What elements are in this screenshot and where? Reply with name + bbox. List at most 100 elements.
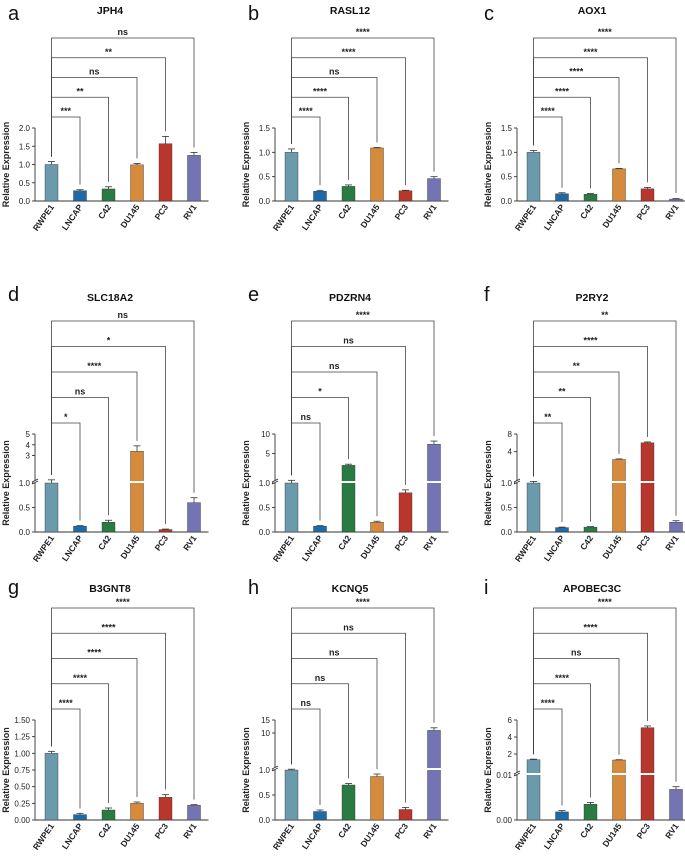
bar-lncap xyxy=(73,814,87,821)
category-label: RWPE1 xyxy=(513,533,539,564)
y-tick-label: 0.00 xyxy=(496,816,512,825)
category-label: C42 xyxy=(336,821,353,840)
significance-label: **** xyxy=(116,597,131,607)
category-label: DU145 xyxy=(118,533,142,561)
y-tick-label: 1.25 xyxy=(14,733,30,742)
y-tick-label: 0.5 xyxy=(19,179,31,188)
significance-label: ** xyxy=(76,86,84,96)
significance-label: ns xyxy=(343,622,354,632)
category-label: RWPE1 xyxy=(513,202,539,233)
bar-lncap xyxy=(555,527,569,533)
panel-letter: f xyxy=(484,284,490,306)
category-label: C42 xyxy=(96,533,113,552)
bar-du145 xyxy=(130,164,144,202)
category-label: DU145 xyxy=(358,202,382,230)
category-label: DU145 xyxy=(358,533,382,561)
y-axis-label: Relative Expression xyxy=(241,727,251,813)
significance-label: **** xyxy=(598,597,613,607)
significance-bracket xyxy=(533,37,677,193)
significance-label: **** xyxy=(555,673,570,683)
category-label: DU145 xyxy=(600,202,624,230)
significance-bracket xyxy=(51,320,195,493)
y-tick-label: 6 xyxy=(508,716,513,725)
significance-label: **** xyxy=(541,106,556,116)
significance-bracket xyxy=(291,320,435,476)
bar-rv1 xyxy=(669,789,683,821)
category-label: RV1 xyxy=(421,821,439,840)
axis-break-mark xyxy=(271,767,279,772)
category-label: RWPE1 xyxy=(31,821,57,852)
significance-bracket xyxy=(51,607,195,800)
chart-title: KCNQ5 xyxy=(332,583,369,595)
y-axis-label: Relative Expression xyxy=(483,440,493,526)
category-label: RWPE1 xyxy=(271,533,297,564)
panel-letter: b xyxy=(248,3,259,25)
chart-title: B3GNT8 xyxy=(89,583,131,595)
y-axis-label: Relative Expression xyxy=(241,440,251,526)
bar-rv1 xyxy=(427,443,441,533)
significance-label: ns xyxy=(315,673,326,683)
chart-title: JPH4 xyxy=(97,5,123,17)
y-tick-label: 1.00 xyxy=(14,749,30,758)
category-label: RWPE1 xyxy=(271,821,297,852)
category-label: PC3 xyxy=(392,202,410,222)
panel-d: d SLC18A2 Relative Expression 0.0 0.5 1.0 3 4 5 R… xyxy=(1,284,209,564)
category-label: C42 xyxy=(578,533,595,552)
bar-rwpe1 xyxy=(284,482,299,533)
bar-lncap xyxy=(73,190,87,202)
bar-break-gap xyxy=(426,481,442,483)
chart-title: RASL12 xyxy=(330,5,370,17)
bar-c42 xyxy=(341,186,356,202)
axis-break-mark xyxy=(513,772,521,777)
y-tick-label: 0.0 xyxy=(19,528,31,537)
bar-c42 xyxy=(341,465,356,533)
bar-rwpe1 xyxy=(284,769,299,821)
chart-title: APOBEC3C xyxy=(563,583,622,595)
significance-label: ns xyxy=(329,648,340,658)
y-tick-label: 0.01 xyxy=(496,771,512,780)
y-tick-label: 0.0 xyxy=(259,197,271,206)
bar-rv1 xyxy=(427,178,441,202)
bar-break-gap xyxy=(341,481,356,483)
bar-rwpe1 xyxy=(44,753,59,821)
y-tick-label: 10 xyxy=(261,729,270,738)
y-tick-label: 4 xyxy=(508,733,513,742)
category-label: C42 xyxy=(336,533,353,552)
bar-lncap xyxy=(313,811,327,821)
bar-c42 xyxy=(583,193,598,202)
category-label: DU145 xyxy=(358,821,382,849)
significance-label: *** xyxy=(60,106,71,116)
y-tick-label: 1.0 xyxy=(19,161,31,170)
significance-label: ns xyxy=(343,336,354,346)
bar-du145 xyxy=(370,776,384,821)
significance-label: ** xyxy=(105,47,113,57)
bar-rwpe1 xyxy=(526,482,541,533)
significance-label: **** xyxy=(59,698,74,708)
bar-break-gap xyxy=(611,773,627,775)
bar-lncap xyxy=(313,191,327,202)
y-tick-label: 5 xyxy=(266,450,271,459)
category-label: LNCAP xyxy=(60,821,85,851)
significance-label: ** xyxy=(573,361,581,371)
category-label: LNCAP xyxy=(300,202,325,232)
axis-break-mark xyxy=(271,478,279,483)
significance-bracket xyxy=(291,658,378,769)
bar-du145 xyxy=(370,522,384,533)
y-tick-label: 1.0 xyxy=(259,479,271,488)
significance-label: ** xyxy=(558,387,566,397)
bar-break-gap xyxy=(640,773,655,775)
bar-du145 xyxy=(130,803,144,821)
chart-title: PDZRN4 xyxy=(329,292,371,304)
y-tick-label: 4 xyxy=(508,448,513,457)
significance-label: ns xyxy=(329,67,340,77)
y-tick-label: 1.5 xyxy=(19,142,31,151)
chart-title: AOX1 xyxy=(578,5,607,17)
category-label: C42 xyxy=(578,202,595,221)
significance-label: **** xyxy=(583,622,598,632)
significance-label: **** xyxy=(73,673,88,683)
y-axis-label: Relative Expression xyxy=(483,122,493,208)
significance-bracket xyxy=(533,371,620,477)
category-label: LNCAP xyxy=(542,533,567,563)
panel-a: a JPH4 Relative Expression 0.0 0.5 1.0 1.5 2.0 R… xyxy=(1,3,209,233)
bar-break-gap xyxy=(526,773,541,775)
